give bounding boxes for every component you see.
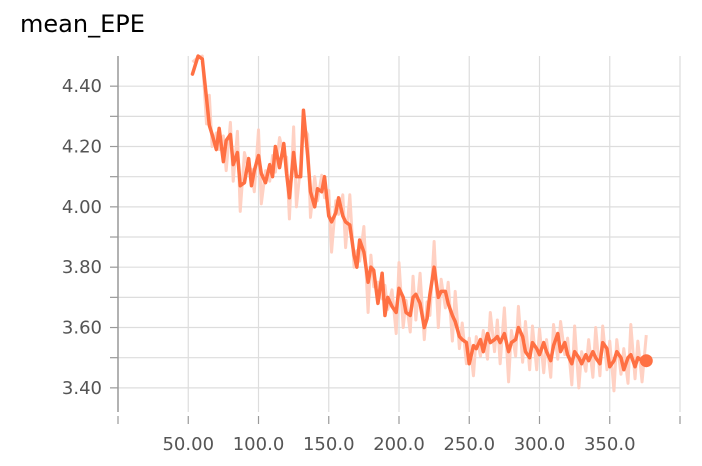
chart-title: mean_EPE bbox=[20, 10, 145, 38]
y-tick-label: 4.40 bbox=[62, 76, 102, 97]
smoothed-series-line bbox=[190, 54, 649, 372]
axes bbox=[110, 56, 681, 424]
x-tick-label: 50.00 bbox=[162, 434, 214, 455]
x-tick-label: 350.0 bbox=[584, 434, 636, 455]
x-tick-label: 100.0 bbox=[233, 434, 285, 455]
series-end-marker bbox=[639, 354, 653, 368]
y-tick-label: 4.00 bbox=[62, 197, 102, 218]
tick-labels: 3.40 3.60 3.80 4.00 4.20 4.40 50.00 100.0 150.0 2… bbox=[62, 76, 636, 455]
smoothed-series bbox=[190, 54, 653, 372]
raw-series bbox=[191, 54, 648, 393]
y-tick-label: 3.60 bbox=[62, 318, 102, 339]
x-tick-label: 150.0 bbox=[303, 434, 355, 455]
raw-series-line bbox=[191, 54, 648, 393]
x-tick-label: 250.0 bbox=[443, 434, 495, 455]
x-tick-label: 200.0 bbox=[373, 434, 425, 455]
y-tick-label: 3.80 bbox=[62, 257, 102, 278]
y-tick-label: 4.20 bbox=[62, 137, 102, 158]
y-tick-label: 3.40 bbox=[62, 378, 102, 399]
x-tick-label: 300.0 bbox=[514, 434, 566, 455]
